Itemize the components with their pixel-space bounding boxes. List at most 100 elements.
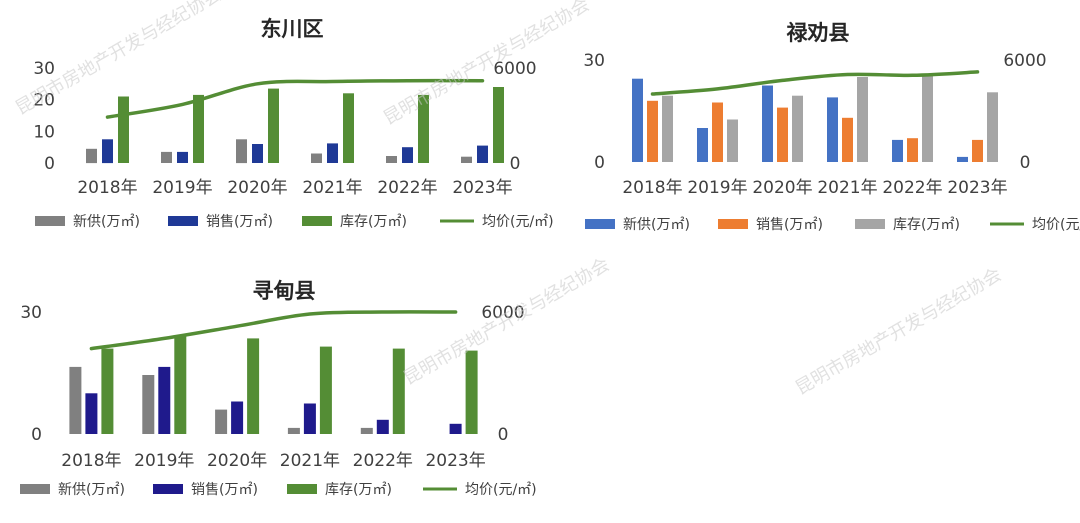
legend-label: 库存(万㎡): [325, 482, 392, 498]
bar: [957, 156, 968, 162]
bar: [842, 117, 853, 162]
bar: [402, 147, 413, 163]
legend-swatch: [153, 484, 183, 494]
bar: [86, 148, 97, 164]
legend-label: 销售(万㎡): [756, 217, 823, 233]
legend-label: 均价(元/㎡): [482, 214, 554, 230]
bar: [252, 144, 263, 163]
x-tick-label: 2020年: [752, 178, 812, 198]
bar: [461, 156, 472, 163]
bar: [231, 401, 244, 434]
bar: [386, 156, 397, 163]
bar: [727, 119, 738, 162]
bar: [449, 423, 462, 434]
legend-swatch: [35, 216, 65, 226]
x-tick-label: 2022年: [353, 451, 413, 471]
bar: [174, 336, 187, 434]
bar: [303, 403, 316, 434]
legend-label: 新供(万㎡): [73, 214, 140, 230]
bar: [158, 366, 171, 434]
bar: [792, 95, 803, 162]
series-line: [105, 78, 485, 119]
bar: [777, 107, 788, 162]
legend-label: 库存(万㎡): [893, 217, 960, 233]
bar: [972, 139, 983, 162]
bar: [85, 393, 98, 434]
legend-label: 新供(万㎡): [58, 482, 125, 498]
bar: [493, 87, 504, 163]
x-tick-label: 2018年: [77, 178, 137, 198]
bar: [311, 153, 322, 163]
x-tick-label: 2019年: [687, 178, 747, 198]
x-tick-label: 2023年: [425, 451, 485, 471]
y-right-tick-label: 6000: [1003, 51, 1046, 71]
bar: [193, 94, 204, 163]
bar: [360, 427, 373, 434]
x-tick-label: 2023年: [452, 178, 512, 198]
bar: [392, 348, 405, 434]
legend-label: 库存(万㎡): [340, 214, 407, 230]
bar: [987, 92, 998, 162]
chart-title: 寻甸县: [253, 279, 316, 303]
chart-title: 禄劝县: [787, 21, 850, 45]
bar: [343, 93, 354, 163]
y-left-tick-label: 10: [33, 122, 55, 142]
bar: [215, 409, 228, 434]
chart-title: 东川区: [261, 17, 324, 41]
y-left-tick-label: 0: [44, 154, 55, 174]
x-tick-label: 2021年: [280, 451, 340, 471]
bar: [647, 100, 658, 162]
bar: [102, 139, 113, 164]
bar: [465, 350, 478, 434]
y-right-tick-label: 0: [1020, 153, 1031, 173]
chart-1: 禄劝县 0 30 0 6000 2018年 2019年 2020年 2021年 2022年 2023…: [583, 21, 1080, 233]
y-left-tick-label: 30: [33, 59, 55, 79]
y-left-tick-label: 30: [583, 51, 605, 71]
legend-swatch: [585, 219, 615, 229]
bar: [177, 151, 188, 163]
bar: [857, 77, 868, 162]
bar: [247, 338, 260, 434]
bar: [907, 138, 918, 162]
bar: [892, 139, 903, 162]
bar: [632, 78, 643, 162]
x-tick-label: 2018年: [622, 178, 682, 198]
y-left-tick-label: 0: [31, 425, 42, 445]
x-tick-label: 2020年: [227, 178, 287, 198]
bar: [142, 375, 155, 434]
legend-label: 销售(万㎡): [206, 214, 273, 230]
watermark: 昆明市房地产开发与经纪协会: [380, 0, 593, 129]
bar: [376, 419, 389, 434]
x-tick-label: 2022年: [377, 178, 437, 198]
x-tick-label: 2019年: [152, 178, 212, 198]
y-right-tick-label: 6000: [493, 59, 536, 79]
chart-0: 东川区 0 10 20 30 0 6000 2018年 2019年 2020年 2021年 2022年…: [33, 17, 553, 230]
legend-label: 均价(元/㎡): [1032, 217, 1080, 233]
legend-swatch: [855, 219, 885, 229]
chart-2: 寻甸县 0 30 0 6000 2018年 2019年 2020年 2021年 2022年 2023…: [20, 279, 537, 498]
x-tick-label: 2022年: [882, 178, 942, 198]
legend-swatch: [287, 484, 317, 494]
bar: [922, 73, 933, 162]
bar: [268, 88, 279, 163]
legend-swatch: [20, 484, 50, 494]
bar: [712, 102, 723, 162]
y-left-tick-label: 30: [20, 303, 42, 323]
x-tick-label: 2021年: [302, 178, 362, 198]
legend-swatch: [302, 216, 332, 226]
y-left-tick-label: 0: [594, 153, 605, 173]
watermark: 昆明市房地产开发与经纪协会: [400, 254, 613, 389]
bar: [287, 427, 300, 434]
bar: [101, 348, 114, 434]
bar: [319, 346, 332, 434]
y-right-tick-label: 6000: [481, 303, 524, 323]
legend-swatch: [718, 219, 748, 229]
legend-label: 新供(万㎡): [623, 217, 690, 233]
legend-swatch: [168, 216, 198, 226]
x-tick-label: 2019年: [134, 451, 194, 471]
watermark: 昆明市房地产开发与经纪协会: [792, 264, 1005, 399]
x-tick-label: 2021年: [817, 178, 877, 198]
bar: [161, 151, 172, 163]
series-line: [89, 310, 458, 351]
